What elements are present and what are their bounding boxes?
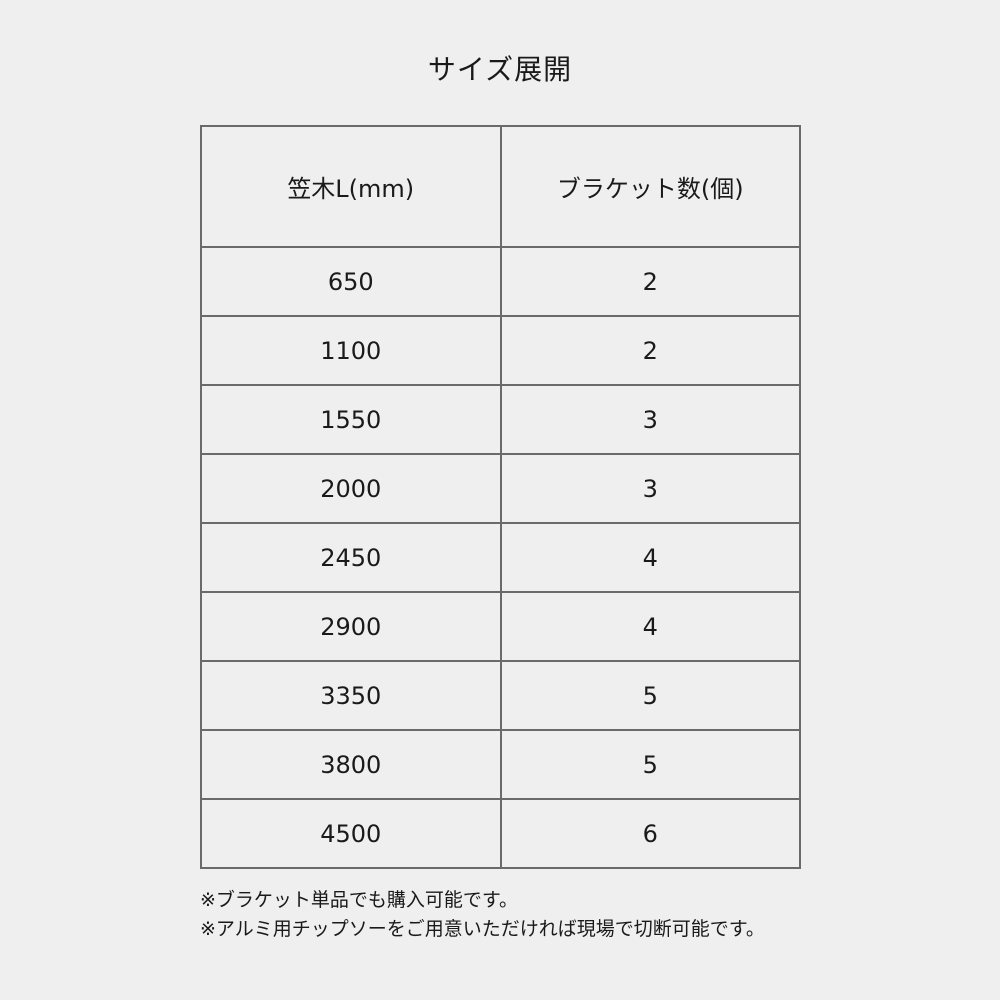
table-row: 2450 4	[200, 522, 801, 593]
cell-length: 650	[200, 246, 502, 317]
table-header-row: 笠木L(mm) ブラケット数(個)	[200, 125, 801, 248]
cell-length: 2000	[200, 453, 502, 524]
page-title: サイズ展開	[427, 53, 573, 86]
note: ※アルミ用チップソーをご用意いただければ現場で切断可能です。	[200, 918, 765, 940]
table-row: 650 2	[200, 246, 801, 317]
header-length: 笠木L(mm)	[200, 125, 502, 248]
cell-bracket-count: 4	[499, 591, 801, 662]
cell-bracket-count: 2	[499, 246, 801, 317]
cell-bracket-count: 3	[499, 453, 801, 524]
size-table: 笠木L(mm) ブラケット数(個) 650 2 1100 2 1550 3 2000 3 245…	[200, 125, 801, 869]
header-bracket-count: ブラケット数(個)	[499, 125, 801, 248]
cell-length: 2450	[200, 522, 502, 593]
notes: ※ブラケット単品でも購入可能です。 ※アルミ用チップソーをご用意いただければ現場…	[200, 886, 765, 944]
cell-length: 2900	[200, 591, 502, 662]
cell-bracket-count: 3	[499, 384, 801, 455]
cell-bracket-count: 6	[499, 798, 801, 869]
table-row: 3800 5	[200, 729, 801, 800]
table-row: 1100 2	[200, 315, 801, 386]
table-row: 1550 3	[200, 384, 801, 455]
cell-length: 1550	[200, 384, 502, 455]
table-row: 3350 5	[200, 660, 801, 731]
table-row: 2900 4	[200, 591, 801, 662]
cell-length: 3350	[200, 660, 502, 731]
cell-length: 3800	[200, 729, 502, 800]
cell-bracket-count: 4	[499, 522, 801, 593]
table-row: 4500 6	[200, 798, 801, 869]
cell-bracket-count: 2	[499, 315, 801, 386]
cell-bracket-count: 5	[499, 729, 801, 800]
cell-length: 1100	[200, 315, 502, 386]
cell-bracket-count: 5	[499, 660, 801, 731]
table-row: 2000 3	[200, 453, 801, 524]
cell-length: 4500	[200, 798, 502, 869]
note: ※ブラケット単品でも購入可能です。	[200, 889, 519, 911]
